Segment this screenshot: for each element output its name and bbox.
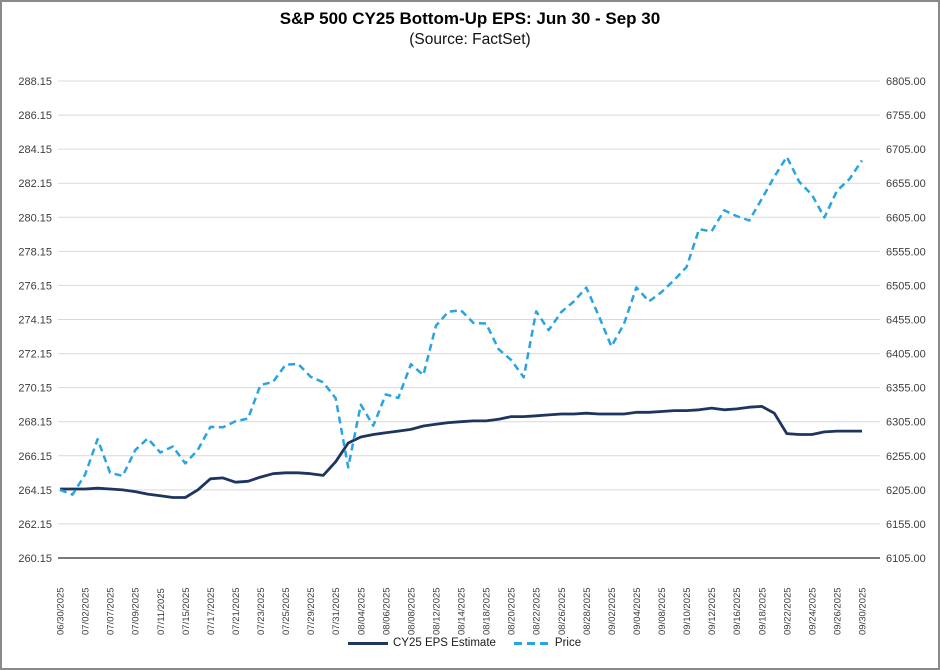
x-axis-date-label: 09/04/2025 bbox=[632, 587, 643, 635]
right-axis-tick-label: 6755.00 bbox=[886, 110, 926, 122]
x-axis-date-label: 09/10/2025 bbox=[682, 587, 693, 635]
x-axis-date-label: 07/02/2025 bbox=[81, 587, 92, 635]
right-axis-tick-label: 6705.00 bbox=[886, 144, 926, 156]
right-axis-tick-label: 6155.00 bbox=[886, 519, 926, 531]
x-axis-date-label: 09/16/2025 bbox=[732, 587, 743, 635]
x-axis-date-label: 09/08/2025 bbox=[657, 587, 668, 635]
eps-line bbox=[60, 404, 862, 499]
left-axis-tick-label: 260.15 bbox=[18, 553, 52, 565]
x-axis-date-label: 09/22/2025 bbox=[782, 587, 793, 635]
left-axis-tick-label: 266.15 bbox=[18, 451, 52, 463]
x-axis-date-label: 07/09/2025 bbox=[131, 587, 142, 635]
right-axis-tick-label: 6255.00 bbox=[886, 451, 926, 463]
left-axis-tick-label: 288.15 bbox=[18, 76, 52, 88]
x-axis-date-label: 08/18/2025 bbox=[482, 587, 493, 635]
legend-label-eps: CY25 EPS Estimate bbox=[393, 637, 496, 649]
left-axis-tick-label: 274.15 bbox=[18, 315, 52, 327]
x-axis-date-label: 09/12/2025 bbox=[707, 587, 718, 635]
chart-title: S&P 500 CY25 Bottom-Up EPS: Jun 30 - Sep… bbox=[279, 9, 661, 28]
x-axis-date-label: 08/08/2025 bbox=[406, 587, 417, 635]
chart-subtitle: (Source: FactSet) bbox=[409, 31, 531, 48]
right-axis-tick-label: 6555.00 bbox=[886, 246, 926, 258]
x-axis-date-label: 08/22/2025 bbox=[532, 587, 543, 635]
x-axis-date-label: 08/06/2025 bbox=[381, 587, 392, 635]
right-axis-tick-label: 6505.00 bbox=[886, 280, 926, 292]
left-axis-tick-label: 268.15 bbox=[18, 417, 52, 429]
x-axis-date-label: 08/04/2025 bbox=[356, 587, 367, 635]
x-axis-date-label: 08/26/2025 bbox=[557, 587, 568, 635]
left-axis-tick-label: 272.15 bbox=[18, 349, 52, 361]
left-axis-tick-label: 270.15 bbox=[18, 383, 52, 395]
x-axis-date-label: 09/02/2025 bbox=[607, 587, 618, 635]
x-axis-date-label: 07/29/2025 bbox=[306, 587, 317, 635]
x-axis-date-label: 08/12/2025 bbox=[431, 587, 442, 635]
x-axis-date-label: 09/18/2025 bbox=[757, 587, 768, 635]
x-axis-date-label: 07/07/2025 bbox=[106, 587, 117, 635]
x-axis-date-label: 07/23/2025 bbox=[256, 587, 267, 635]
x-axis-date-label: 07/17/2025 bbox=[206, 587, 217, 635]
right-axis-tick-label: 6655.00 bbox=[886, 178, 926, 190]
right-axis-tick-label: 6805.00 bbox=[886, 76, 926, 88]
x-axis-date-label: 08/14/2025 bbox=[457, 587, 468, 635]
right-axis-tick-label: 6305.00 bbox=[886, 417, 926, 429]
price-line-swatch bbox=[513, 641, 550, 645]
x-axis-date-label: 09/24/2025 bbox=[807, 587, 818, 635]
right-axis-tick-label: 6355.00 bbox=[886, 383, 926, 395]
x-axis-date-label: 07/21/2025 bbox=[231, 587, 242, 635]
left-axis-tick-label: 264.15 bbox=[18, 485, 52, 497]
right-axis-tick-label: 6605.00 bbox=[886, 212, 926, 224]
left-axis-tick-label: 278.15 bbox=[18, 246, 52, 258]
right-axis-tick-label: 6455.00 bbox=[886, 315, 926, 327]
x-axis-date-label: 09/30/2025 bbox=[858, 587, 869, 635]
x-axis-date-label: 07/15/2025 bbox=[181, 587, 192, 635]
price-line bbox=[59, 155, 864, 496]
legend-label-price: Price bbox=[554, 637, 582, 649]
x-axis-date-label: 07/31/2025 bbox=[331, 587, 342, 635]
left-axis-tick-label: 286.15 bbox=[18, 110, 52, 122]
eps-line-swatch bbox=[348, 641, 388, 645]
x-axis-date-label: 07/11/2025 bbox=[156, 588, 167, 635]
right-axis-tick-label: 6205.00 bbox=[886, 485, 926, 497]
left-axis-tick-label: 262.15 bbox=[18, 519, 52, 531]
left-axis-tick-label: 282.15 bbox=[18, 178, 52, 190]
left-axis-tick-label: 280.15 bbox=[18, 212, 52, 224]
x-axis-date-label: 06/30/2025 bbox=[56, 587, 67, 635]
left-axis-tick-label: 284.15 bbox=[18, 144, 52, 156]
left-axis-tick-label: 276.15 bbox=[18, 280, 52, 292]
x-axis-date-label: 07/25/2025 bbox=[281, 587, 292, 635]
right-axis-tick-label: 6105.00 bbox=[886, 553, 926, 565]
x-axis-date-label: 08/28/2025 bbox=[582, 587, 593, 635]
x-axis-date-label: 09/26/2025 bbox=[832, 587, 843, 635]
right-axis-tick-label: 6405.00 bbox=[886, 349, 926, 361]
x-axis-date-label: 08/20/2025 bbox=[507, 587, 518, 635]
legend: CY25 EPS Estimate Price bbox=[348, 634, 581, 652]
